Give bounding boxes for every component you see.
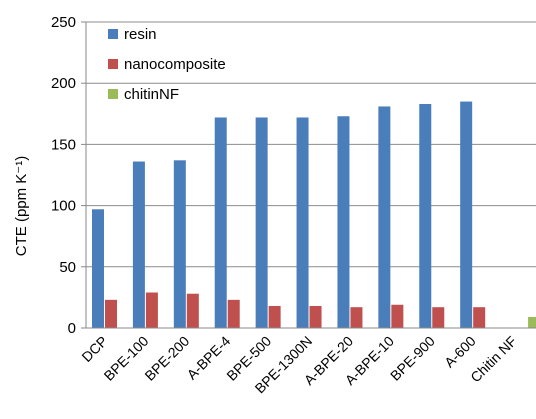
bars bbox=[92, 101, 536, 329]
bar-resin-a-bpe-20 bbox=[337, 116, 350, 328]
y-tick-label-200: 200 bbox=[51, 75, 76, 92]
bar-resin-bpe-200 bbox=[173, 160, 186, 328]
y-tick-label-100: 100 bbox=[51, 198, 76, 215]
bar-resin-bpe-900 bbox=[419, 104, 432, 329]
bar-nanocomposite-bpe-900 bbox=[432, 307, 445, 328]
x-tick-label-dcp: DCP bbox=[78, 333, 110, 365]
legend-swatch-resin bbox=[108, 29, 118, 39]
axes bbox=[85, 22, 536, 329]
y-tick-label-50: 50 bbox=[59, 259, 76, 276]
bar-resin-a-600 bbox=[460, 101, 473, 328]
bar-resin-dcp bbox=[92, 209, 104, 328]
bar-chitinnf-chitin-nf bbox=[528, 316, 536, 328]
bar-resin-bpe-500 bbox=[255, 117, 268, 328]
legend-swatch-nanocomposite bbox=[108, 59, 118, 69]
x-tick-label-a-600: A-600 bbox=[441, 333, 479, 371]
bar-nanocomposite-a-bpe-4 bbox=[227, 299, 240, 328]
bar-nanocomposite-bpe-1300n bbox=[309, 305, 322, 328]
bar-resin-a-bpe-10 bbox=[378, 106, 391, 329]
legend-label-chitinnf: chitinNF bbox=[124, 86, 179, 103]
y-tick-label-150: 150 bbox=[51, 136, 76, 153]
y-tick-label-250: 250 bbox=[51, 14, 76, 31]
bar-nanocomposite-bpe-500 bbox=[268, 305, 281, 328]
x-tick-labels: DCPBPE-100BPE-200A-BPE-4BPE-500BPE-1300N… bbox=[78, 333, 519, 397]
legend-swatch-chitinnf bbox=[108, 89, 118, 99]
bar-nanocomposite-a-600 bbox=[473, 307, 486, 328]
legend-label-resin: resin bbox=[124, 26, 157, 43]
y-axis-title: CTE (ppm K⁻¹) bbox=[13, 156, 30, 256]
legend-label-nanocomposite: nanocomposite bbox=[124, 56, 226, 73]
bar-nanocomposite-bpe-200 bbox=[186, 293, 199, 328]
bar-resin-bpe-1300n bbox=[296, 117, 309, 328]
y-tick-label-0: 0 bbox=[68, 320, 76, 337]
x-tick-label-bpe-900: BPE-900 bbox=[387, 333, 438, 384]
bar-nanocomposite-dcp bbox=[105, 299, 117, 328]
bar-resin-bpe-100 bbox=[132, 161, 145, 328]
bar-nanocomposite-a-bpe-10 bbox=[391, 304, 404, 328]
x-tick-label-bpe-200: BPE-200 bbox=[141, 333, 192, 384]
legend: resin nanocomposite chitinNF bbox=[108, 26, 226, 103]
bar-nanocomposite-a-bpe-20 bbox=[350, 307, 363, 328]
bar-nanocomposite-bpe-100 bbox=[145, 292, 158, 328]
y-tick-labels: 0 50 100 150 200 250 bbox=[51, 14, 86, 337]
bar-resin-a-bpe-4 bbox=[214, 117, 227, 328]
